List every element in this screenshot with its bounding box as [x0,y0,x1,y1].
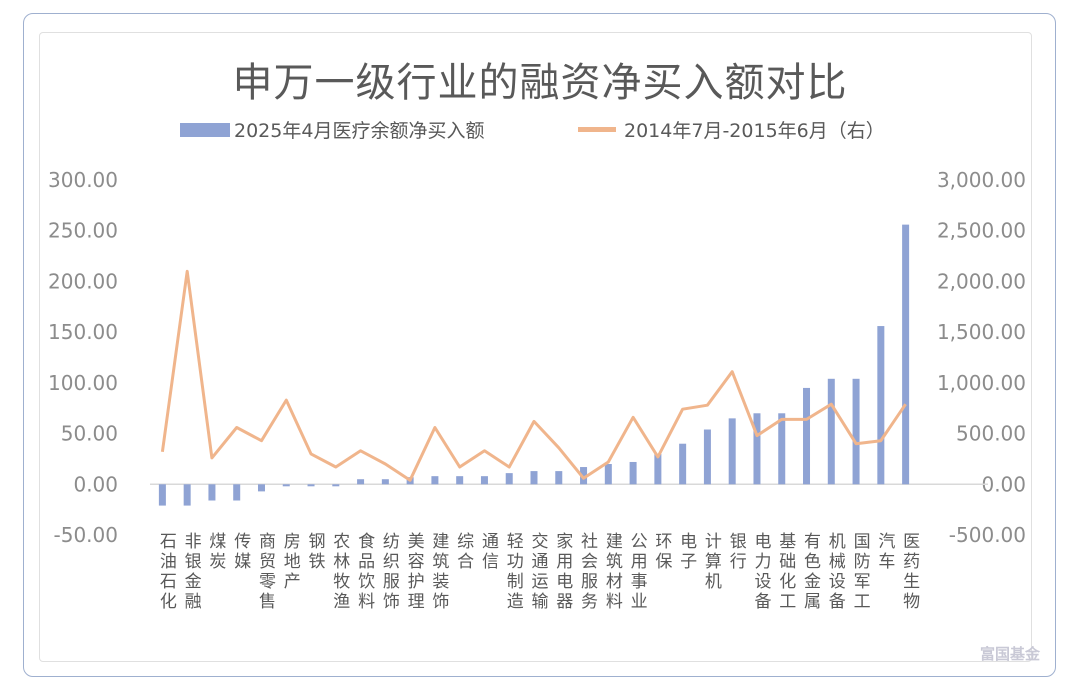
y-left-tick-label: -50.00 [54,523,118,547]
y-left-tick-label: 250.00 [48,219,118,243]
bar [803,387,811,485]
x-tick-label: 商贸零售 [259,532,276,612]
bar [257,484,265,492]
legend-label-line: 2014年7月-2015年6月（右） [624,120,885,142]
x-tick-label: 房地产 [284,532,301,592]
y-right-tick-label: 500.00 [956,422,1026,446]
x-tick-label: 公用事业 [631,532,648,612]
bar [580,467,588,485]
bar [357,479,365,485]
x-tick-label: 银行 [730,532,747,572]
chart-outer-frame [23,13,1056,677]
bar [332,484,340,487]
x-tick-label: 煤炭 [209,532,226,572]
bar [456,476,464,485]
x-tick-label: 交通运输 [532,532,549,612]
bar [753,413,761,485]
bar [307,484,315,487]
bar [679,443,687,485]
bar [902,224,910,485]
bar [629,461,637,485]
x-tick-label: 医药生物 [903,532,920,612]
x-tick-label: 石油石化 [160,532,177,612]
bar [604,464,612,485]
legend-item-bar: 2025年4月医疗余额净买入额 [180,116,484,143]
x-tick-label: 钢铁 [309,532,326,572]
bar [183,484,191,506]
x-tick-label: 纺织服饰 [383,532,400,612]
bar [555,471,563,485]
line-series [160,269,907,482]
x-tick-label: 美容护理 [408,532,425,612]
bar [233,484,241,501]
y-right-tick-label: 2,500.00 [937,219,1026,243]
legend-swatch-line [578,127,616,132]
y-left-tick-label: 150.00 [48,320,118,344]
x-tick-label: 环保 [655,532,672,572]
y-right-tick-label: 1,500.00 [937,320,1026,344]
x-tick-label: 电子 [680,532,697,572]
bar [728,418,736,485]
y-right-tick-label: -500.00 [949,523,1026,547]
legend-item-line: 2014年7月-2015年6月（右） [572,116,885,143]
legend-swatch-bar [180,122,230,137]
x-tick-label: 电力设备 [754,532,771,612]
bar [381,479,389,485]
x-tick-label: 通信 [482,532,499,572]
y-right-tick-label: 3,000.00 [937,168,1026,192]
bar [158,484,166,506]
x-tick-label: 汽车 [878,532,895,572]
bar [877,326,885,485]
x-tick-label: 非银金融 [185,532,202,612]
bar [852,378,860,485]
y-left-tick-label: 300.00 [48,168,118,192]
bar [530,471,538,485]
x-tick-label: 计算机 [705,532,722,592]
x-tick-label: 机械设备 [829,532,846,612]
bar [431,476,439,485]
y-right-tick-label: 0.00 [981,472,1026,496]
x-tick-label: 建筑材料 [606,532,623,612]
legend-label-bar: 2025年4月医疗余额净买入额 [234,120,485,142]
chart-inner-frame [39,32,1032,662]
x-tick-label: 有色金属 [804,532,821,612]
x-tick-label: 轻功制造 [507,532,524,612]
x-tick-label: 社会服务 [581,532,598,612]
bar [480,476,488,485]
y-left-tick-label: 100.00 [48,371,118,395]
bar [703,429,711,485]
y-right-tick-label: 1,000.00 [937,371,1026,395]
watermark-logo-text: 富国基金 [979,645,1040,663]
bar [778,413,786,485]
bar [208,484,216,501]
x-tick-label: 传媒 [234,532,251,572]
y-left-tick-label: 0.00 [73,472,118,496]
x-tick-label: 建筑装饰 [432,532,449,612]
y-right-tick-label: 2,000.00 [937,269,1026,293]
x-tick-label: 食品饮料 [358,532,375,612]
x-tick-label: 农林牧渔 [333,532,350,612]
x-tick-label: 国防军工 [854,532,871,612]
x-tick-label: 家用电器 [556,532,573,612]
chart-title: 申万一级行业的融资净买入额对比 [232,60,848,106]
x-tick-label: 综合 [457,532,474,572]
y-left-tick-label: 50.00 [61,422,118,446]
bar [827,378,835,485]
x-tick-label: 基础化工 [779,532,796,612]
bar [282,484,290,487]
bar [654,453,662,485]
bar [505,473,513,485]
legend: 2025年4月医疗余额净买入额 2014年7月-2015年6月（右） [0,116,1080,142]
y-left-tick-label: 200.00 [48,269,118,293]
